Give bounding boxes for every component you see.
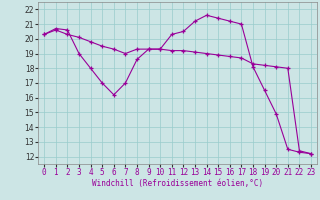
X-axis label: Windchill (Refroidissement éolien,°C): Windchill (Refroidissement éolien,°C) — [92, 179, 263, 188]
